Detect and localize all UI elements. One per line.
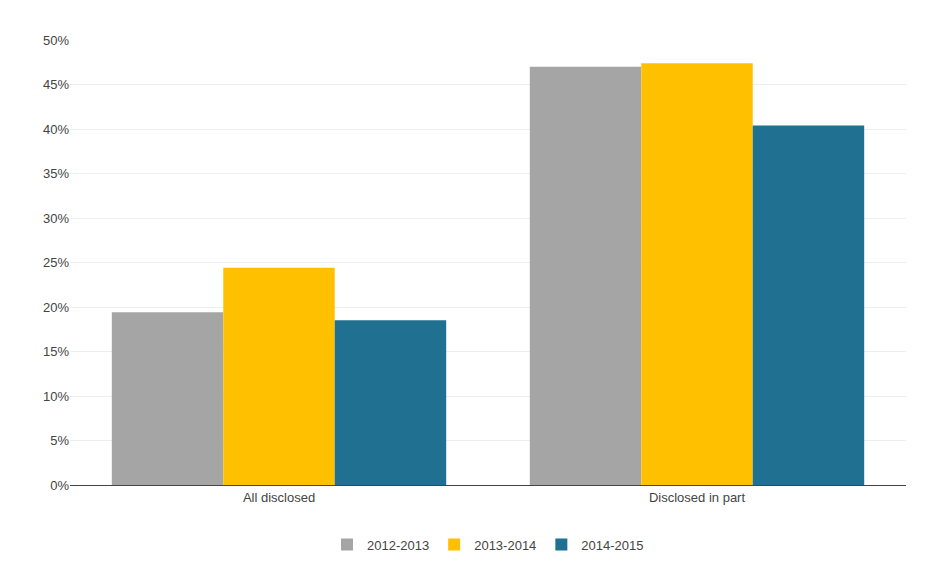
svg-text:Disclosed in part: Disclosed in part xyxy=(649,490,745,505)
svg-text:2013-2014: 2013-2014 xyxy=(474,538,536,553)
svg-text:15%: 15% xyxy=(43,344,69,359)
svg-text:50%: 50% xyxy=(43,33,69,48)
svg-text:All disclosed: All disclosed xyxy=(243,490,315,505)
svg-text:10%: 10% xyxy=(43,389,69,404)
svg-text:2012-2013: 2012-2013 xyxy=(367,538,429,553)
svg-text:40%: 40% xyxy=(43,122,69,137)
svg-text:25%: 25% xyxy=(43,255,69,270)
svg-text:30%: 30% xyxy=(43,211,69,226)
svg-text:20%: 20% xyxy=(43,300,69,315)
svg-text:45%: 45% xyxy=(43,77,69,92)
svg-text:2014-2015: 2014-2015 xyxy=(581,538,643,553)
svg-text:35%: 35% xyxy=(43,166,69,181)
svg-text:5%: 5% xyxy=(50,433,69,448)
svg-text:0%: 0% xyxy=(50,478,69,493)
